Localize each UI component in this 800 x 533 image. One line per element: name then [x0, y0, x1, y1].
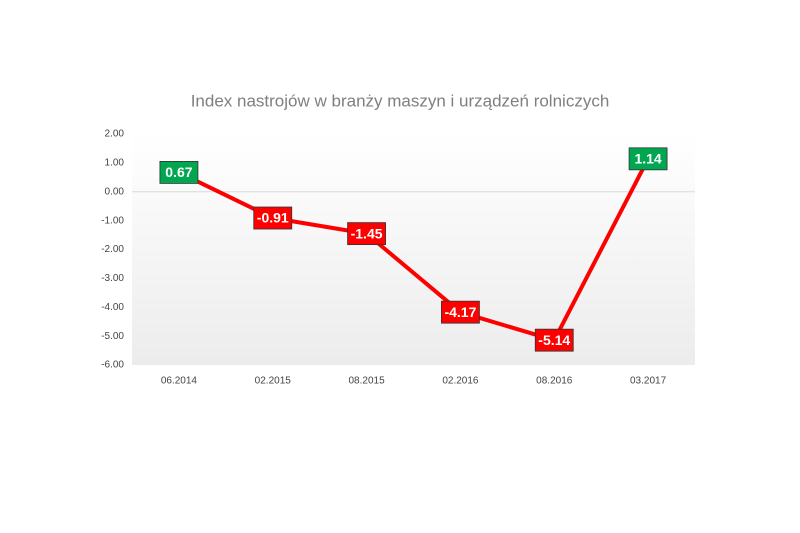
data-label: 0.67: [165, 164, 192, 180]
y-tick-label: -6.00: [101, 360, 124, 371]
plot-area: [132, 134, 695, 365]
y-tick-label: -3.00: [101, 273, 124, 284]
data-label-box: [534, 328, 574, 352]
x-tick-label: 06.2014: [161, 376, 198, 387]
y-tick-label: 2.00: [105, 129, 125, 140]
y-tick-label: 0.00: [105, 186, 125, 197]
data-label: -0.91: [257, 210, 289, 226]
data-label-box: [347, 222, 386, 246]
data-label-box: [159, 161, 199, 184]
x-tick-label: 08.2016: [536, 376, 573, 387]
y-tick-label: 1.00: [105, 158, 125, 169]
y-tick-label: -2.00: [101, 244, 124, 255]
data-label: -4.17: [444, 304, 476, 320]
x-tick-label: 08.2015: [349, 376, 386, 387]
x-tick-label: 02.2015: [255, 376, 292, 387]
data-label-box: [253, 206, 293, 230]
data-label: -1.45: [351, 225, 383, 241]
data-label: 1.14: [634, 151, 661, 167]
x-tick-label: 02.2016: [442, 376, 479, 387]
data-label-box: [628, 147, 668, 171]
y-tick-label: -1.00: [101, 215, 124, 226]
y-tick-label: -4.00: [101, 302, 124, 313]
y-tick-label: -5.00: [101, 331, 124, 342]
chart-title: Index nastrojów w branży maszyn i urządz…: [191, 91, 610, 110]
x-tick-label: 03.2017: [630, 376, 667, 387]
data-label: -5.14: [538, 332, 570, 348]
data-label-box: [441, 300, 480, 324]
